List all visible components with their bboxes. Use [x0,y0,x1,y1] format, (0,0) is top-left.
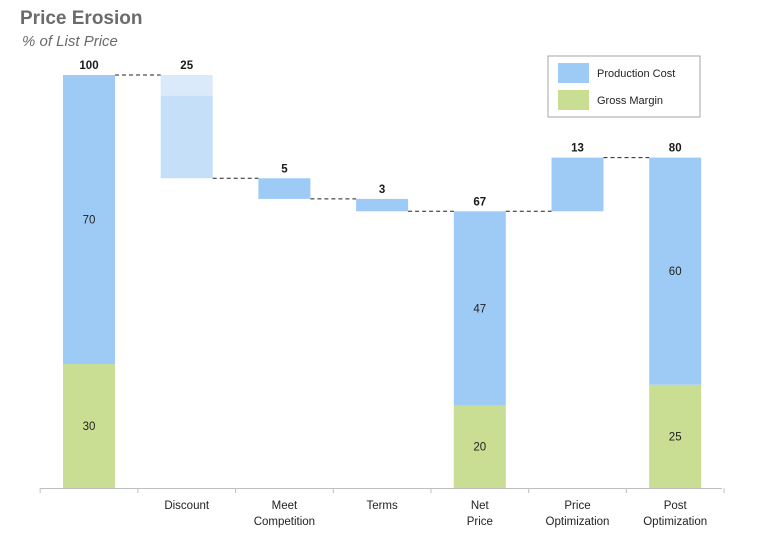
bar-segment-production-cost [649,157,702,385]
segment-value-label: 20 [473,442,486,454]
x-tick-label: Terms [366,500,398,512]
x-tick-label: Meet Competition [254,500,315,528]
legend-swatch [558,90,589,110]
x-tick-label: Discount [164,500,210,512]
bar-discount-upper [160,75,213,96]
bar-total-label: 80 [669,143,682,155]
chart-subtitle: % of List Price [22,33,118,50]
bar-decrease [258,178,311,199]
chart-title: Price Erosion [20,8,143,29]
bar-segment-production-cost [63,75,115,365]
bar-change-label: 13 [571,143,584,155]
segment-value-label: 25 [669,431,682,443]
bar-segment-gross-margin [63,364,115,488]
bar-change-label: 5 [281,163,288,175]
legend-label: Gross Margin [597,95,663,107]
bar-change-label: 25 [180,60,193,72]
x-tick-label: Price Optimization [546,500,610,528]
segment-value-label: 60 [669,266,682,278]
bar-segment-gross-margin [453,405,506,488]
segment-value-label: 70 [83,215,96,227]
bar-segment-production-cost [453,211,506,406]
bar-segment-gross-margin [649,384,702,488]
bar-increase [551,157,604,212]
segment-value-label: 30 [83,421,96,433]
bar-change-label: 3 [379,184,385,196]
bar-discount-lower [160,95,213,179]
x-tick-label: Net Price [467,500,493,528]
bar-total-label: 100 [79,60,98,72]
legend-label: Production Cost [597,68,675,80]
segment-value-label: 47 [473,303,486,315]
bar-decrease [356,198,409,212]
legend-swatch [558,63,589,83]
x-tick-label: Post Optimization [643,500,707,528]
bar-total-label: 67 [473,196,486,208]
